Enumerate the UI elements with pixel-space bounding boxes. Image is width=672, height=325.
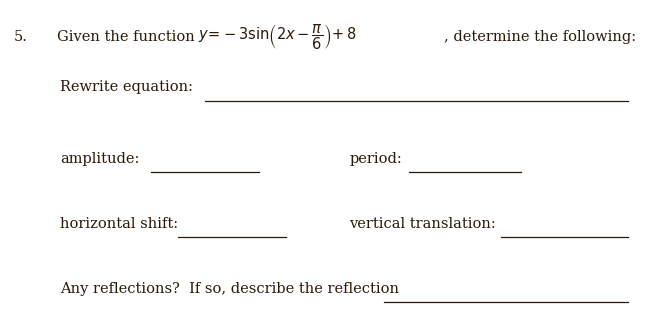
Text: vertical translation:: vertical translation: [349,216,496,230]
Text: $y\!=\!-3\sin\!\left(2x-\dfrac{\pi}{6}\right)\!+8$: $y\!=\!-3\sin\!\left(2x-\dfrac{\pi}{6}\r… [198,23,357,52]
Text: Given the function: Given the function [57,30,204,44]
Text: amplitude:: amplitude: [60,151,140,165]
Text: horizontal shift:: horizontal shift: [60,216,179,230]
Text: Rewrite equation:: Rewrite equation: [60,80,194,94]
Text: , determine the following:: , determine the following: [444,30,636,44]
Text: Any reflections?  If so, describe the reflection: Any reflections? If so, describe the ref… [60,281,399,295]
Text: period:: period: [349,151,402,165]
Text: 5.: 5. [13,30,28,44]
